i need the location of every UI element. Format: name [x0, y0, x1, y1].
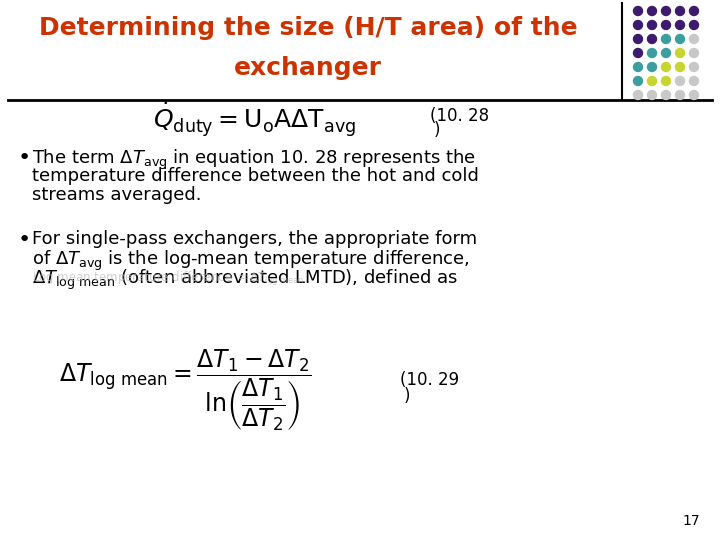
Text: (10. 29: (10. 29 [400, 371, 459, 389]
Text: streams averaged.: streams averaged. [32, 186, 202, 204]
Circle shape [634, 49, 642, 57]
Circle shape [675, 21, 685, 30]
Circle shape [690, 6, 698, 16]
Circle shape [647, 49, 657, 57]
Circle shape [690, 91, 698, 99]
Text: of $\Delta T_{\mathrm{avg}}$ is the log-mean temperature difference,: of $\Delta T_{\mathrm{avg}}$ is the log-… [32, 249, 469, 273]
Circle shape [647, 91, 657, 99]
Text: ): ) [434, 121, 441, 139]
Text: temperature difference between the hot and cold: temperature difference between the hot a… [32, 167, 479, 185]
Text: $\Delta T_{\mathrm{log\ mean}}$ (often abbreviated LMTD), defined as: $\Delta T_{\mathrm{log\ mean}}$ (often a… [32, 268, 459, 292]
Circle shape [690, 49, 698, 57]
Text: Log mean temperature difference $= \Delta T_{\mathrm{log\ mean}}$: Log mean temperature difference $= \Delt… [32, 270, 305, 288]
Circle shape [675, 35, 685, 44]
Text: ): ) [404, 387, 410, 405]
Text: •: • [18, 230, 31, 250]
Circle shape [690, 77, 698, 85]
Circle shape [662, 49, 670, 57]
Circle shape [675, 91, 685, 99]
Text: (10. 28: (10. 28 [430, 107, 489, 125]
Text: The term $\Delta T_{\mathrm{avg}}$ in equation 10. 28 represents the: The term $\Delta T_{\mathrm{avg}}$ in eq… [32, 148, 476, 172]
Circle shape [634, 91, 642, 99]
Text: $\Delta T_{\mathrm{log\ mean}} = \dfrac{\Delta T_1 - \Delta T_2}{\ln\!\left(\dfr: $\Delta T_{\mathrm{log\ mean}} = \dfrac{… [59, 347, 311, 433]
Text: •: • [18, 148, 31, 168]
Circle shape [662, 91, 670, 99]
Circle shape [690, 35, 698, 44]
Circle shape [634, 6, 642, 16]
Circle shape [675, 6, 685, 16]
Circle shape [675, 77, 685, 85]
Circle shape [690, 63, 698, 71]
Circle shape [662, 63, 670, 71]
Circle shape [675, 49, 685, 57]
Circle shape [647, 35, 657, 44]
Circle shape [662, 77, 670, 85]
Circle shape [634, 35, 642, 44]
Text: For single-pass exchangers, the appropriate form: For single-pass exchangers, the appropri… [32, 230, 477, 248]
Circle shape [647, 63, 657, 71]
Circle shape [634, 77, 642, 85]
Text: Determining the size (H/T area) of the: Determining the size (H/T area) of the [39, 16, 577, 40]
Circle shape [690, 21, 698, 30]
Circle shape [675, 63, 685, 71]
Circle shape [647, 6, 657, 16]
Circle shape [662, 35, 670, 44]
Text: exchanger: exchanger [234, 56, 382, 80]
Circle shape [662, 21, 670, 30]
Text: 17: 17 [683, 514, 700, 528]
Circle shape [662, 6, 670, 16]
Circle shape [647, 77, 657, 85]
Circle shape [647, 21, 657, 30]
Circle shape [634, 21, 642, 30]
Circle shape [634, 63, 642, 71]
Text: $\dot{Q}_{\mathrm{duty}} = \mathrm{U_o A \Delta T_{avg}}$: $\dot{Q}_{\mathrm{duty}} = \mathrm{U_o A… [153, 100, 356, 139]
